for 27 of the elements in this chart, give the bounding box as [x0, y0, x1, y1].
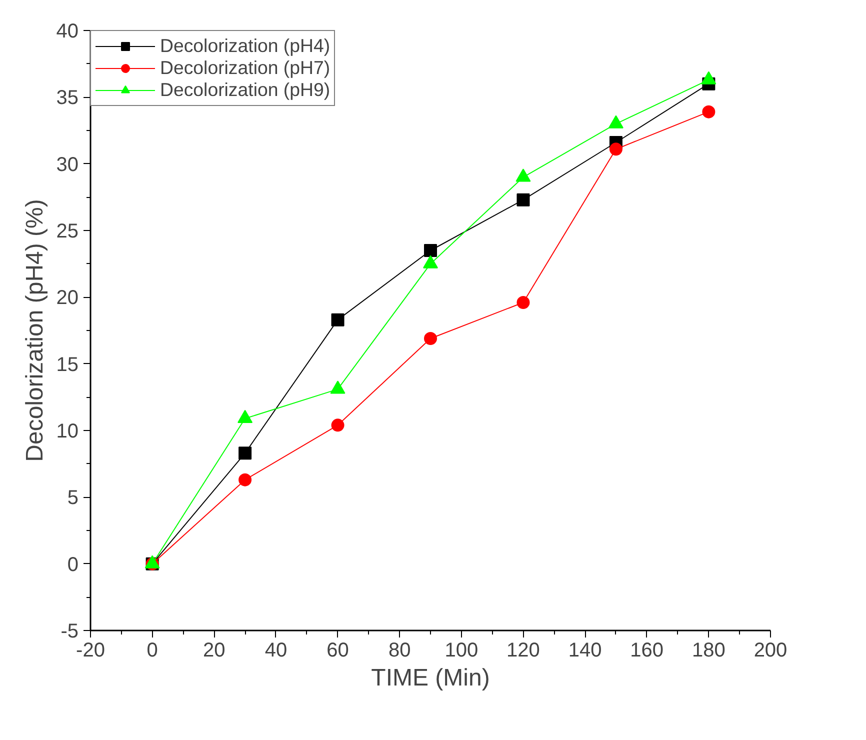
x-axis-title: TIME (Min): [371, 664, 490, 692]
x-tick-label: 100: [444, 640, 478, 662]
legend-label: Decolorization (pH7): [160, 57, 330, 79]
y-tick-label: 0: [67, 554, 78, 576]
x-tick-label: 200: [754, 640, 788, 662]
y-tick-label: 15: [56, 354, 79, 376]
legend-label: Decolorization (pH4): [160, 35, 330, 57]
x-tick-label: 60: [326, 640, 349, 662]
y-tick-label: 5: [67, 487, 78, 510]
x-tick-label: -20: [76, 640, 105, 662]
x-tick-label: 160: [630, 640, 664, 662]
y-tick-label: -5: [60, 620, 79, 642]
x-tick-label: 140: [568, 640, 602, 662]
y-tick-label: 25: [56, 220, 79, 242]
y-tick-label: 10: [56, 420, 79, 442]
y-tick-label: 35: [56, 87, 79, 110]
x-tick-label: 180: [692, 640, 726, 662]
x-tick-label: 40: [264, 640, 288, 662]
x-tick-label: 120: [506, 640, 540, 662]
y-axis-title: Decolorization (pH4) (%): [21, 199, 48, 462]
x-tick-label: 0: [146, 640, 158, 662]
y-tick-label: 40: [56, 20, 79, 42]
x-tick-label: 20: [203, 640, 226, 662]
legend-label: Decolorization (pH9): [160, 79, 330, 101]
x-tick-label: 80: [388, 640, 411, 662]
y-tick-label: 20: [56, 287, 79, 310]
y-tick-label: 30: [56, 154, 79, 176]
